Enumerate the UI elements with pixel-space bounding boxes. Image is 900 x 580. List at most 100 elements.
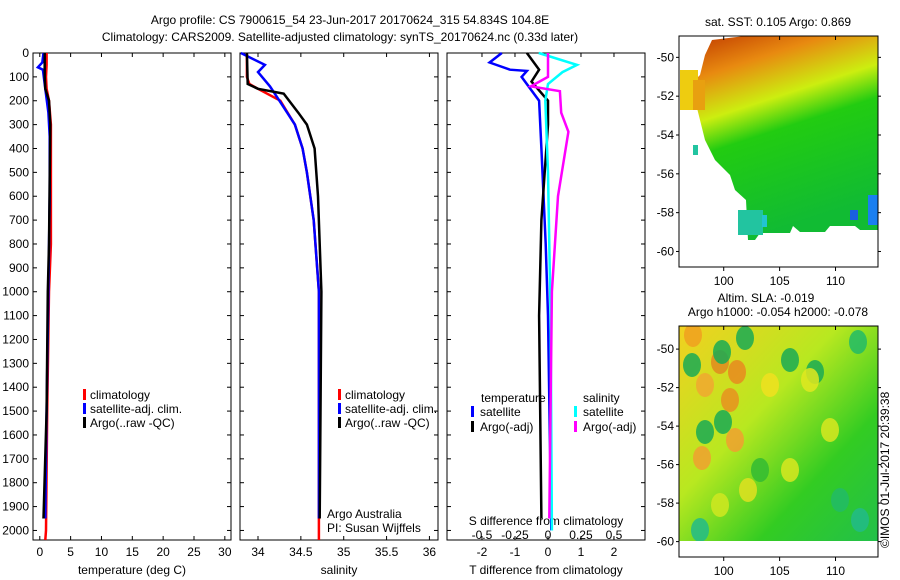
sla-anomaly xyxy=(781,458,799,482)
sst-patch xyxy=(738,210,763,235)
x-tick-label: 0 xyxy=(36,545,43,559)
y-tick-label: -50 xyxy=(657,50,675,64)
sla-anomaly xyxy=(726,428,744,452)
x-tick-label: 30 xyxy=(218,545,232,559)
sla-anomaly xyxy=(801,368,819,392)
sla-anomaly xyxy=(761,373,779,397)
legend-label: climatology xyxy=(345,388,405,402)
x-tick-label: 100 xyxy=(714,274,734,288)
x-tick-label: -1 xyxy=(510,545,521,559)
sla-map-frame xyxy=(678,325,879,558)
y-tick-label: 200 xyxy=(9,94,29,108)
figure-title-line1: Argo profile: CS 7900615_54 23-Jun-2017 … xyxy=(151,13,549,27)
y-tick-label: -50 xyxy=(657,342,675,356)
y-tick-label: 1700 xyxy=(2,452,29,466)
y-tick-label: 2000 xyxy=(2,523,29,537)
x-tick-label: -2 xyxy=(477,545,488,559)
series-line-s-argo-adj- xyxy=(527,53,570,519)
legend-label: satellite-adj. clim. xyxy=(90,402,182,416)
plot-frame xyxy=(32,52,232,541)
legend-swatch xyxy=(83,403,86,414)
sst-map-axes: 100 105 110 -50 -52 -54 -56 -58 -60 xyxy=(657,36,881,288)
x-tick-label: 15 xyxy=(126,545,140,559)
legend-label: Argo(-adj) xyxy=(480,420,533,434)
y-tick-label: 1400 xyxy=(2,380,29,394)
x-tick-label: 34 xyxy=(251,545,265,559)
series-line-satellite-adj-clim- xyxy=(240,51,321,519)
sla-anomaly xyxy=(721,388,739,412)
sla-anomaly xyxy=(711,493,729,517)
sst-cold-patch xyxy=(868,195,878,225)
y-tick-label: 600 xyxy=(9,189,29,203)
sla-anomaly xyxy=(831,488,849,512)
legend-swatch xyxy=(574,421,577,432)
y-tick-label: -60 xyxy=(657,244,675,258)
series-line-t-satellite xyxy=(487,52,553,531)
x-tick-label: 5 xyxy=(67,545,74,559)
sla-anomaly xyxy=(683,353,701,377)
sla-anomaly xyxy=(728,360,746,384)
plot-frame xyxy=(239,52,439,541)
legend-label: Argo(..raw -QC) xyxy=(90,416,175,430)
x-tick-label: 35 xyxy=(337,545,351,559)
legend-label: Argo(..raw -QC) xyxy=(345,416,430,430)
sla-anomaly xyxy=(684,326,702,347)
y-tick-label: 1600 xyxy=(2,428,29,442)
y-tick-label: -52 xyxy=(657,381,675,395)
x2-tick-label: 0.25 xyxy=(569,528,593,542)
x-tick-label: 110 xyxy=(826,274,845,288)
y-tick-label: 500 xyxy=(9,165,29,179)
sst-patch xyxy=(693,145,698,155)
x-tick-label: 0 xyxy=(545,545,552,559)
difference-profile: -2 -1 0 1 2 T difference from climatology S di… xyxy=(446,51,646,577)
map1-title: sat. SST: 0.105 Argo: 0.869 xyxy=(705,15,851,29)
y-tick-label: -54 xyxy=(657,128,675,142)
sla-anomaly xyxy=(821,418,839,442)
sst-patch xyxy=(693,80,705,110)
legend-swatch xyxy=(574,406,577,417)
sst-patch xyxy=(762,215,767,227)
y-tick-label: 0 xyxy=(22,46,29,60)
sst-map-frame xyxy=(678,35,879,268)
x-tick-label: 25 xyxy=(187,545,201,559)
sla-anomaly xyxy=(696,373,714,397)
x-tick-label: 2 xyxy=(611,545,618,559)
credit-line2: PI: Susan Wijffels xyxy=(327,521,421,535)
y-tick-label: -60 xyxy=(657,535,675,549)
y-tick-label: -54 xyxy=(657,419,675,433)
legend-swatch xyxy=(83,417,86,428)
y-tick-label: 900 xyxy=(9,261,29,275)
sla-anomaly xyxy=(696,420,714,444)
y-tick-label: -56 xyxy=(657,167,675,181)
map2-subtitle: Argo h1000: -0.054 h2000: -0.078 xyxy=(688,305,868,319)
series-line-t-argo-adj- xyxy=(525,52,550,519)
sst-patch xyxy=(850,210,858,220)
x-tick-label: 36 xyxy=(423,545,437,559)
sla-anomaly xyxy=(713,340,731,364)
imos-stamp: ©IMOS 01-Jul-2017 20:39:38 xyxy=(878,391,892,548)
plot-frame xyxy=(446,52,646,541)
sla-anomaly xyxy=(693,446,711,470)
y-tick-label: 700 xyxy=(9,213,29,227)
y-tick-label: 400 xyxy=(9,141,29,155)
x2-axis-label: S difference from climatology xyxy=(469,514,624,528)
legend-label: satellite-adj. clim. xyxy=(345,402,437,416)
x-tick-label: 1 xyxy=(578,545,585,559)
x-axis-label: T difference from climatology xyxy=(469,563,623,577)
sst-field xyxy=(690,36,878,240)
y-tick-label: 300 xyxy=(9,118,29,132)
legend-label: Argo(-adj) xyxy=(583,420,636,434)
y-tick-label: 1000 xyxy=(2,285,29,299)
x-tick-label: 105 xyxy=(770,274,790,288)
legend-swatch xyxy=(338,389,341,400)
legend-label: satellite xyxy=(583,405,624,419)
y-tick-label: 100 xyxy=(9,70,29,84)
x-tick-label: 35.5 xyxy=(375,545,399,559)
sla-map-axes: 100 105 110 -50 -52 -54 -56 -58 -60 xyxy=(657,326,881,578)
credit-line1: Argo Australia xyxy=(327,507,402,521)
series-line-argo-raw-qc- xyxy=(42,53,52,519)
y-tick-label: 1100 xyxy=(3,309,29,323)
x-axis-label: temperature (deg C) xyxy=(78,563,186,577)
x-tick-label: 34.5 xyxy=(289,545,313,559)
